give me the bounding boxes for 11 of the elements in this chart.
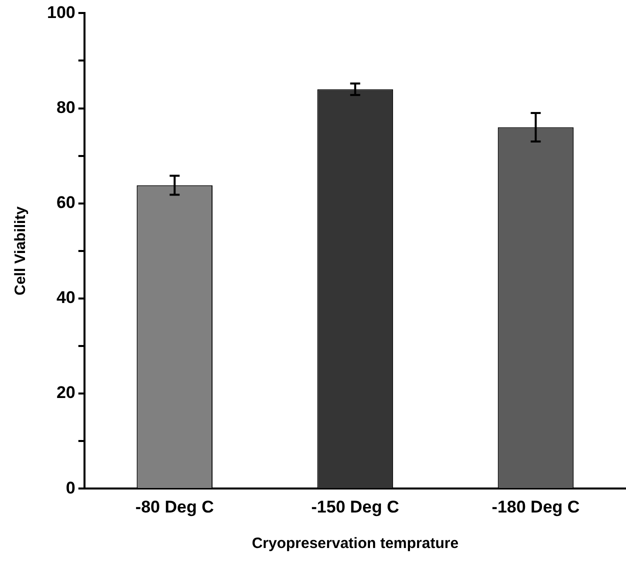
x-tick-label: -180 Deg C xyxy=(492,497,580,516)
x-axis-title: Cryopreservation temprature xyxy=(252,535,459,552)
y-tick-label: 0 xyxy=(66,478,76,498)
y-tick-label: 80 xyxy=(56,98,76,117)
x-tick-label: -80 Deg C xyxy=(135,497,214,516)
x-tick-label: -150 Deg C xyxy=(311,497,400,516)
y-axis-title: Cell Viability xyxy=(12,206,30,296)
y-tick-label: 40 xyxy=(56,288,76,308)
y-tick-label: 20 xyxy=(56,383,76,402)
y-tick-label: 60 xyxy=(56,193,76,212)
y-tick-label: 100 xyxy=(46,2,76,22)
